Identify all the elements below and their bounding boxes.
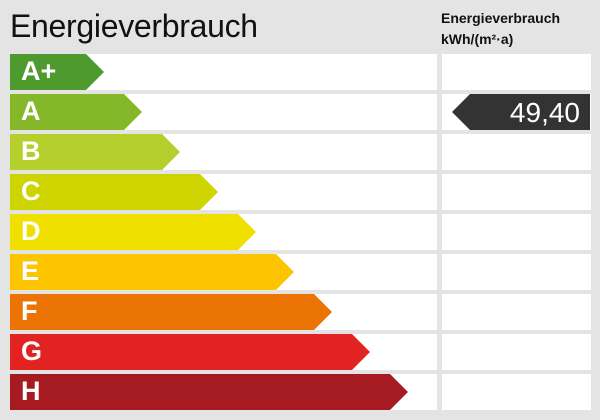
value-cell <box>442 334 591 370</box>
class-label: A <box>21 96 41 126</box>
class-label: H <box>21 376 41 406</box>
class-label: D <box>21 216 41 246</box>
value-cell <box>442 374 591 410</box>
column-header-title: Energieverbrauch <box>441 10 561 26</box>
class-row: D <box>10 214 437 250</box>
class-label: G <box>21 336 43 366</box>
class-arrow: D <box>10 214 256 250</box>
class-arrow: A <box>10 94 142 130</box>
value-cell <box>442 214 591 250</box>
class-row: C <box>10 174 437 210</box>
class-arrow: H <box>10 374 408 410</box>
value-cell <box>442 254 591 290</box>
value-cell <box>442 134 591 170</box>
class-arrow: F <box>10 294 332 330</box>
class-arrow: B <box>10 134 180 170</box>
class-row: A <box>10 94 437 130</box>
value-cell <box>442 54 591 90</box>
value-cell <box>442 174 591 210</box>
class-arrow: A+ <box>10 54 104 90</box>
value-cell <box>442 294 591 330</box>
class-row: A+ <box>10 54 437 90</box>
value-text: 49,40 <box>509 97 580 128</box>
class-row: E <box>10 254 437 290</box>
column-header-unit: kWh/(m²·a) <box>441 31 514 47</box>
class-row: F <box>10 294 437 330</box>
value-badge: 49,40 <box>452 94 590 130</box>
page-title: Energieverbrauch <box>10 8 258 44</box>
class-row: H <box>10 374 437 410</box>
value-cell: 49,40 <box>442 94 591 130</box>
class-label: B <box>21 136 41 166</box>
class-label: C <box>21 176 41 206</box>
class-arrow: E <box>10 254 294 290</box>
class-arrow: G <box>10 334 370 370</box>
column-header: Energieverbrauch kWh/(m²·a) <box>441 8 560 50</box>
class-label: E <box>21 256 40 286</box>
class-row: B <box>10 134 437 170</box>
class-label: A+ <box>21 56 57 86</box>
class-arrow: C <box>10 174 218 210</box>
class-label: F <box>21 296 38 326</box>
class-row: G <box>10 334 437 370</box>
